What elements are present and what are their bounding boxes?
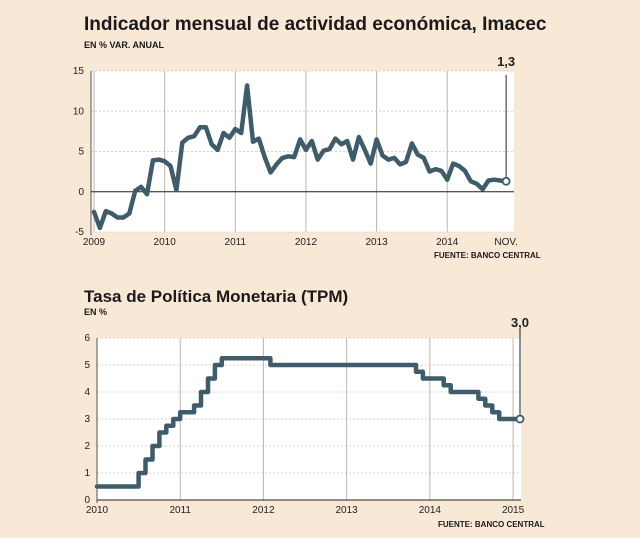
chart2-xtick-label: 2011 [169,505,191,516]
chart1-subtitle: EN % VAR. ANUAL [84,40,165,50]
chart1-ytick-label: -5 [75,227,84,238]
chart1-title: Indicador mensual de actividad económica… [84,14,547,35]
chart2-end-marker [515,414,525,424]
chart1-xtick-label: 2014 [436,237,459,248]
chart2-subtitle: EN % [84,307,108,317]
chart1-xtick-label: 2009 [83,237,106,248]
chart2-xtick-label: 2015 [502,505,525,516]
chart1-ytick-label: 15 [73,66,85,77]
chart2-ytick-label: 1 [84,468,90,479]
chart2-title: Tasa de Política Monetaria (TPM) [84,287,349,306]
chart2-ytick-label: 5 [84,360,90,371]
chart2-xtick-label: 2014 [419,505,442,516]
chart2-ytick-label: 3 [84,414,90,425]
chart1-xtick-label: NOV. [494,237,518,248]
chart1-ytick-label: 10 [73,106,85,117]
chart1-end-marker [501,176,511,186]
chart1-ytick-label: 0 [78,187,84,198]
chart2-ytick-label: 4 [84,387,90,398]
chart1-xtick-label: 2010 [154,237,177,248]
chart2-callout-value: 3,0 [511,315,529,330]
chart2-xtick-label: 2013 [336,505,359,516]
chart1-series-line [91,83,509,231]
chart2-ytick-label: 6 [84,333,90,344]
chart1-xtick-label: 2013 [365,237,388,248]
chart1-ytick-label: 5 [78,147,84,158]
chart2-xtick-label: 2010 [86,505,109,516]
chart1-source: FUENTE: BANCO CENTRAL [434,251,541,260]
chart2-ytick-label: 2 [84,441,90,452]
chart1-callout-value: 1,3 [497,54,515,69]
chart1-xtick-label: 2011 [225,237,247,248]
chart2-series-line [94,356,523,489]
chart2-xtick-label: 2012 [252,505,275,516]
chart2-source: FUENTE: BANCO CENTRAL [438,520,545,529]
chart1-xtick-label: 2012 [295,237,318,248]
chart2-ytick-label: 0 [84,495,90,506]
chart1-plot-area [91,71,514,232]
